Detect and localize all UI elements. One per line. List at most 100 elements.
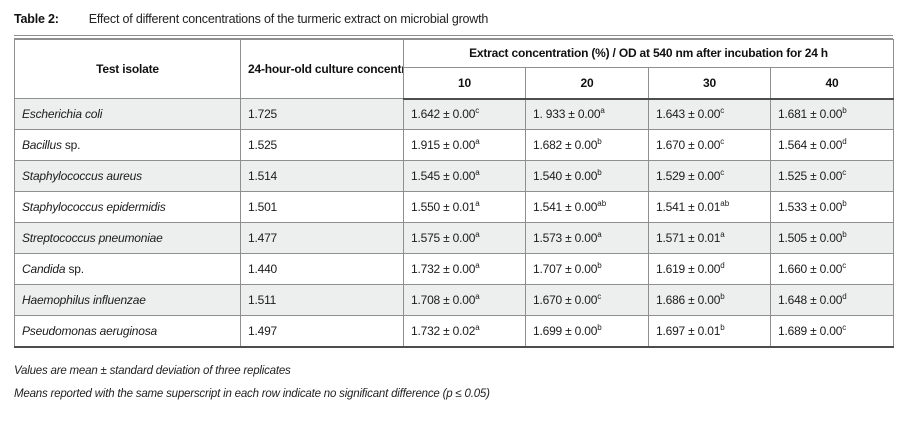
- header-concentration-10: 10: [403, 66, 526, 100]
- isolate-suffix: sp.: [61, 138, 81, 152]
- od-cell-10: 1.642 ± 0.00c: [403, 98, 526, 130]
- isolate-name: Escherichia coli: [22, 107, 103, 121]
- table-number-label: Table 2:: [14, 12, 59, 26]
- isolate-cell: Pseudomonas aeruginosa: [14, 315, 241, 348]
- od-cell-20: 1.707 ± 0.00b: [525, 253, 649, 285]
- header-extract-concentration: Extract concentration (%) / OD at 540 nm…: [403, 39, 894, 68]
- footnotes: Values are mean ± standard deviation of …: [14, 365, 893, 400]
- significance-superscript: a: [720, 230, 725, 239]
- od-cell-10: 1.708 ± 0.00a: [403, 284, 526, 316]
- isolate-name: Bacillus: [22, 138, 62, 152]
- significance-superscript: c: [597, 292, 602, 301]
- od-value: 1.564 ± 0.00: [778, 138, 843, 152]
- microbial-growth-table: Test isolate 24-hour-old culture concent…: [14, 39, 894, 348]
- od-value: 1.707 ± 0.00: [533, 262, 598, 276]
- isolate-suffix: sp.: [65, 262, 84, 276]
- od-value: 1.541 ± 0.00: [533, 200, 598, 214]
- od-cell-20: 1.682 ± 0.00b: [525, 129, 649, 161]
- culture-od-cell: 1.514: [240, 160, 404, 192]
- od-cell-10: 1.550 ± 0.01a: [403, 191, 526, 223]
- od-value: 1.689 ± 0.00: [778, 323, 843, 338]
- significance-superscript: a: [597, 230, 602, 239]
- od-cell-10: 1.575 ± 0.00a: [403, 222, 526, 254]
- table-caption: Table 2: Effect of different concentratio…: [14, 12, 893, 26]
- isolate-cell: Staphylococcus epidermidis: [14, 191, 241, 223]
- od-value: 1.681 ± 0.00: [778, 107, 843, 122]
- footnote-significance: Means reported with the same superscript…: [14, 387, 490, 400]
- significance-superscript: c: [720, 137, 725, 146]
- significance-superscript: a: [475, 261, 480, 270]
- od-value: 1.533 ± 0.00: [778, 200, 843, 214]
- table-row: Candida sp. 1.440 1.732 ± 0.00a 1.707 ± …: [14, 253, 894, 285]
- od-value: 1.545 ± 0.00: [411, 169, 476, 183]
- table-title-text: Effect of different concentrations of th…: [88, 12, 489, 26]
- significance-superscript: a: [475, 292, 480, 301]
- od-cell-20: 1.670 ± 0.00c: [525, 284, 649, 316]
- od-value: 1.732 ± 0.02: [411, 323, 476, 338]
- culture-od-cell: 1.525: [240, 129, 404, 161]
- od-value: 1.505 ± 0.00: [778, 231, 843, 245]
- isolate-name: Pseudomonas aeruginosa: [22, 323, 158, 338]
- significance-superscript: a: [475, 199, 480, 208]
- significance-superscript: d: [842, 292, 847, 301]
- table-row: Streptococcus pneumoniae 1.477 1.575 ± 0…: [14, 222, 894, 254]
- od-value: 1.682 ± 0.00: [533, 138, 598, 152]
- od-cell-30: 1.619 ± 0.00d: [648, 253, 771, 285]
- od-cell-10: 1.732 ± 0.00a: [403, 253, 526, 285]
- od-cell-30: 1.529 ± 0.00c: [648, 160, 771, 192]
- od-value: 1.642 ± 0.00: [411, 107, 476, 122]
- od-cell-10: 1.732 ± 0.02a: [403, 315, 526, 348]
- isolate-cell: Bacillus sp.: [14, 129, 241, 161]
- culture-od-cell: 1.440: [240, 253, 404, 285]
- table-row: Pseudomonas aeruginosa 1.497 1.732 ± 0.0…: [14, 315, 894, 348]
- od-value: 1.573 ± 0.00: [533, 231, 598, 245]
- od-value: 1.525 ± 0.00: [778, 169, 843, 183]
- od-value: 1. 933 ± 0.00: [533, 107, 601, 122]
- od-value: 1.619 ± 0.00: [656, 262, 721, 276]
- culture-od-cell: 1.477: [240, 222, 404, 254]
- od-cell-30: 1.686 ± 0.00b: [648, 284, 771, 316]
- od-value: 1.571 ± 0.01: [656, 231, 721, 245]
- significance-superscript: c: [720, 168, 725, 177]
- od-cell-40: 1.689 ± 0.00c: [770, 315, 894, 348]
- od-cell-30: 1.670 ± 0.00c: [648, 129, 771, 161]
- significance-superscript: b: [842, 199, 847, 208]
- isolate-cell: Streptococcus pneumoniae: [14, 222, 241, 254]
- isolate-name: Staphylococcus epidermidis: [22, 200, 166, 214]
- page: Table 2: Effect of different concentratio…: [14, 12, 894, 400]
- header-concentration-30: 30: [648, 66, 771, 100]
- header-culture-concentration: 24-hour-old culture concentration: [240, 39, 404, 99]
- od-value: 1.648 ± 0.00: [778, 293, 843, 307]
- culture-od-cell: 1.501: [240, 191, 404, 223]
- od-cell-40: 1.648 ± 0.00d: [770, 284, 894, 316]
- significance-superscript: c: [720, 106, 725, 116]
- od-cell-20: 1.541 ± 0.00ab: [525, 191, 649, 223]
- od-value: 1.541 ± 0.01: [656, 200, 721, 214]
- header-concentration-40: 40: [770, 66, 894, 100]
- od-value: 1.660 ± 0.00: [778, 262, 843, 276]
- od-value: 1.699 ± 0.00: [533, 323, 598, 338]
- header-concentration-20: 20: [525, 66, 649, 100]
- od-value: 1.915 ± 0.00: [411, 138, 476, 152]
- table-row: Bacillus sp. 1.525 1.915 ± 0.00a 1.682 ±…: [14, 129, 894, 161]
- significance-superscript: b: [842, 106, 847, 116]
- od-cell-40: 1.660 ± 0.00c: [770, 253, 894, 285]
- od-value: 1.540 ± 0.00: [533, 169, 598, 183]
- table-row: Escherichia coli 1.725 1.642 ± 0.00c 1. …: [14, 98, 894, 130]
- od-cell-40: 1.525 ± 0.00c: [770, 160, 894, 192]
- significance-superscript: c: [842, 261, 847, 270]
- od-value: 1.697 ± 0.01: [656, 323, 721, 338]
- od-cell-40: 1.505 ± 0.00b: [770, 222, 894, 254]
- table-row: Haemophilus influenzae 1.511 1.708 ± 0.0…: [14, 284, 894, 316]
- significance-superscript: d: [842, 137, 847, 146]
- od-value: 1.708 ± 0.00: [411, 293, 476, 307]
- od-cell-40: 1.681 ± 0.00b: [770, 98, 894, 130]
- od-value: 1.686 ± 0.00: [656, 293, 721, 307]
- table-header: Test isolate 24-hour-old culture concent…: [14, 39, 894, 100]
- od-value: 1.670 ± 0.00: [656, 138, 721, 152]
- od-cell-20: 1.699 ± 0.00b: [525, 315, 649, 348]
- significance-superscript: b: [597, 137, 602, 146]
- isolate-name: Staphylococcus aureus: [22, 169, 142, 183]
- culture-od-cell: 1.511: [240, 284, 404, 316]
- significance-superscript: d: [720, 261, 725, 270]
